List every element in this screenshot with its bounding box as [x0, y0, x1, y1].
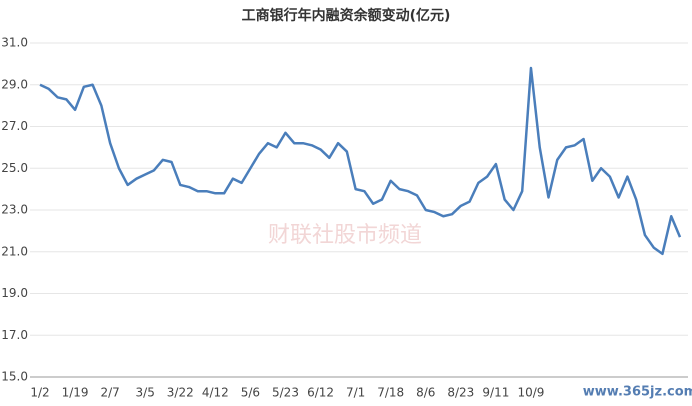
- x-tick-label: 1/19: [62, 386, 89, 400]
- y-tick-label: 27.0: [1, 119, 28, 133]
- x-tick-label: 5/6: [241, 386, 260, 400]
- x-tick-label: 8/23: [447, 386, 474, 400]
- x-tick-label: 2/7: [100, 386, 119, 400]
- y-tick-label: 31.0: [1, 36, 28, 50]
- watermark: 财联社股市频道: [268, 223, 422, 248]
- x-tick-label: 1/2: [30, 386, 49, 400]
- x-tick-label: 5/23: [272, 386, 299, 400]
- y-tick-label: 29.0: [1, 77, 28, 91]
- x-tick-label: 4/12: [202, 386, 229, 400]
- y-tick-label: 25.0: [1, 161, 28, 175]
- x-tick-label: 7/1: [346, 386, 365, 400]
- chart-title: 工商银行年内融资余额变动(亿元): [242, 7, 451, 24]
- x-tick-label: 6/12: [307, 386, 334, 400]
- y-tick-label: 17.0: [1, 328, 28, 342]
- x-tick-label: 7/18: [377, 386, 404, 400]
- x-tick-label: 9/11: [482, 386, 509, 400]
- x-tick-label: 3/22: [167, 386, 194, 400]
- y-tick-label: 19.0: [1, 286, 28, 300]
- y-tick-label: 15.0: [1, 370, 28, 384]
- y-tick-label: 21.0: [1, 244, 28, 258]
- data-line: [39, 66, 682, 256]
- x-tick-label: 3/5: [136, 386, 155, 400]
- y-tick-label: 23.0: [1, 203, 28, 217]
- site-mark: www.365jz.com: [583, 385, 692, 400]
- x-tick-label: 10/9: [517, 386, 544, 400]
- x-tick-label: 8/6: [416, 386, 435, 400]
